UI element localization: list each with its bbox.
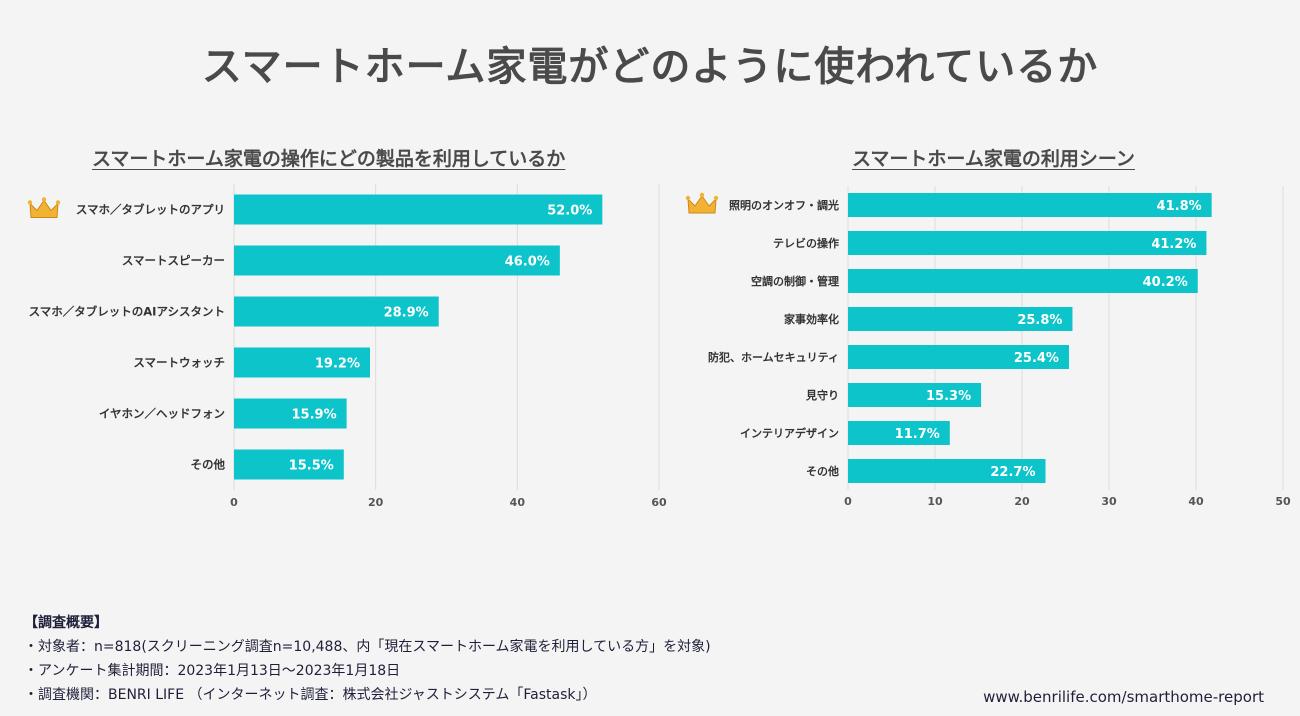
bar xyxy=(848,269,1198,293)
bar-value-label: 15.9% xyxy=(292,408,337,423)
bar-value-label: 25.4% xyxy=(1014,351,1059,366)
category-label: スマホ／タブレットのAIアシスタント xyxy=(29,305,225,319)
x-tick-label: 20 xyxy=(1014,495,1030,508)
bar-value-label: 41.8% xyxy=(1157,199,1202,214)
crown-icon xyxy=(27,197,61,218)
bar-value-label: 22.7% xyxy=(990,465,1035,480)
crown-jewel xyxy=(685,195,691,201)
bar xyxy=(234,347,370,378)
survey-summary: 【調査概要】 ・対象者：n=818(スクリーニング調査n=10,488、内「現在… xyxy=(24,611,711,707)
category-label: 防犯、ホームセキュリティ xyxy=(708,350,839,364)
x-tick-label: 60 xyxy=(651,496,667,509)
crown-jewel xyxy=(27,200,33,205)
bar-value-label: 19.2% xyxy=(315,357,360,372)
crown-jewel xyxy=(699,192,705,198)
survey-line-period: ・アンケート集計期間：2023年1月13日〜2023年1月18日 xyxy=(24,663,401,679)
x-tick-label: 30 xyxy=(1101,495,1117,508)
category-label: 照明のオンオフ・調光 xyxy=(729,198,839,212)
bar xyxy=(848,459,1046,483)
crown-jewel xyxy=(713,195,719,201)
bar xyxy=(848,231,1207,255)
bar xyxy=(234,449,344,480)
bar xyxy=(234,398,347,429)
crown-jewel xyxy=(55,200,61,205)
bar xyxy=(848,421,950,445)
category-label: イヤホン／ヘッドフォン xyxy=(99,407,225,421)
category-label: 家事効率化 xyxy=(784,312,839,326)
bar-value-label: 11.7% xyxy=(895,427,940,442)
category-label: 見守り xyxy=(805,388,839,402)
x-tick-label: 20 xyxy=(368,496,384,509)
x-tick-label: 0 xyxy=(844,495,852,508)
crown-icon xyxy=(685,192,719,214)
chart-title-scenes: スマートホーム家電の利用シーン xyxy=(852,148,1135,170)
bar-value-label: 41.2% xyxy=(1151,237,1196,252)
x-tick-label: 40 xyxy=(1188,495,1204,508)
category-label: スマートウォッチ xyxy=(133,356,225,370)
x-tick-label: 40 xyxy=(510,496,526,509)
survey-line-target: ・対象者：n=818(スクリーニング調査n=10,488、内「現在スマートホーム… xyxy=(24,639,711,655)
crown-shape xyxy=(687,195,717,214)
bar xyxy=(848,345,1069,369)
bar-value-label: 40.2% xyxy=(1143,275,1188,290)
chart-title-devices: スマートホーム家電の操作にどの製品を利用しているか xyxy=(92,148,566,170)
bar xyxy=(234,296,439,327)
bar xyxy=(848,307,1073,331)
bar-value-label: 46.0% xyxy=(505,255,550,270)
bar-value-label: 28.9% xyxy=(384,306,429,321)
bar-chart-scenes: 0 10 20 30 40 50 41.8% 照明のオンオフ・調光 41.2% テレビの操作 40.… xyxy=(685,186,1291,508)
x-tick-label: 10 xyxy=(927,495,943,508)
bar-value-label: 25.8% xyxy=(1017,313,1062,328)
x-tick-label: 50 xyxy=(1275,495,1291,508)
bar xyxy=(234,245,560,276)
category-label: インテリアデザイン xyxy=(740,426,839,440)
source-url: www.benrilife.com/smarthome-report xyxy=(983,688,1264,706)
category-label: テレビの操作 xyxy=(773,236,839,250)
bar xyxy=(234,194,603,225)
bar-value-label: 15.5% xyxy=(289,459,334,474)
bar xyxy=(848,193,1212,217)
survey-heading: 【調査概要】 xyxy=(24,615,108,631)
crown-shape xyxy=(29,199,59,218)
survey-line-org: ・調査機関：BENRI LIFE （インターネット調査：株式会社ジャストシステム… xyxy=(24,687,597,703)
bar xyxy=(848,383,982,407)
category-label: スマホ／タブレットのアプリ xyxy=(76,203,225,217)
category-label: その他 xyxy=(191,458,226,472)
category-label: 空調の制御・管理 xyxy=(751,274,839,288)
bar-value-label: 15.3% xyxy=(926,389,971,404)
bar-value-label: 52.0% xyxy=(547,204,592,219)
bar-chart-devices: 0 20 40 60 52.0% スマホ／タブレットのアプリ 46.0% スマートスピーカー 2… xyxy=(27,184,667,509)
category-label: スマートスピーカー xyxy=(122,254,225,268)
page-title: スマートホーム家電がどのように使われているか xyxy=(201,44,1099,90)
x-tick-label: 0 xyxy=(230,496,238,509)
category-label: その他 xyxy=(806,464,839,478)
crown-jewel xyxy=(41,197,47,202)
